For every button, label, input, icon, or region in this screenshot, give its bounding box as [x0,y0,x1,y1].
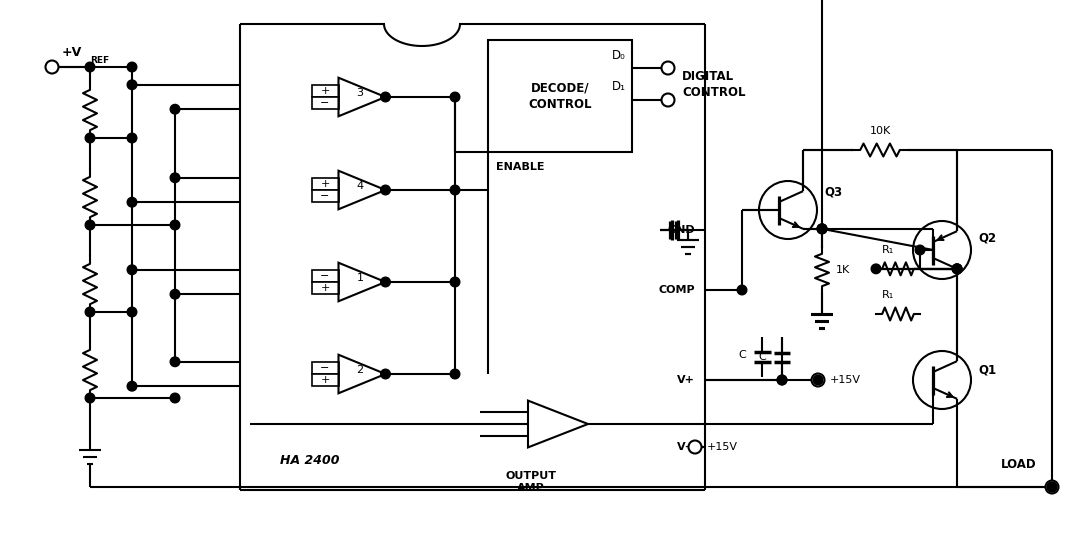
Text: D₁: D₁ [612,81,626,94]
Text: ENABLE: ENABLE [496,162,545,172]
Circle shape [85,62,95,72]
Text: −: − [320,191,330,201]
Text: 3: 3 [357,88,363,98]
Text: 2: 2 [357,365,363,375]
Bar [312,178,339,190]
Circle shape [777,375,787,385]
Circle shape [813,375,822,385]
Text: +: + [320,179,330,189]
Text: GND: GND [668,225,696,235]
Text: DIGITAL
CONTROL: DIGITAL CONTROL [682,69,745,99]
Text: REF: REF [90,56,110,65]
Circle shape [85,307,95,317]
Circle shape [85,133,95,143]
Text: COMP: COMP [658,285,696,295]
Text: 4: 4 [357,181,363,191]
Circle shape [45,61,58,74]
Text: D₀: D₀ [613,48,626,61]
Text: 1: 1 [357,273,363,283]
Circle shape [661,94,674,106]
Circle shape [952,264,962,274]
Text: +15V: +15V [830,375,861,385]
Text: −: − [320,271,330,281]
Bar [312,270,339,282]
Circle shape [871,264,880,274]
Circle shape [170,289,180,299]
Text: C: C [739,350,746,360]
Circle shape [85,393,95,403]
Circle shape [450,277,460,287]
Text: 10K: 10K [870,126,890,136]
Circle shape [127,382,137,391]
Bar [312,282,339,294]
Text: +15V: +15V [707,442,739,452]
Text: V−: V− [677,442,696,452]
Text: Q1: Q1 [978,364,997,377]
Text: +: + [320,86,330,96]
Text: Q2: Q2 [978,231,997,244]
Text: +: + [320,283,330,293]
Text: LOAD: LOAD [1001,458,1036,471]
Text: −: − [320,98,330,108]
Text: C: C [758,352,766,362]
Text: DECODE/
CONTROL: DECODE/ CONTROL [528,81,591,111]
Text: V+: V+ [677,375,696,385]
Circle shape [450,369,460,379]
Bar [312,374,339,386]
Circle shape [817,224,827,234]
Bar [312,97,339,109]
Circle shape [688,441,702,454]
Circle shape [952,264,962,274]
Text: R₁: R₁ [882,245,894,255]
Circle shape [85,220,95,230]
Circle shape [170,357,180,366]
Circle shape [812,373,825,386]
Text: Q3: Q3 [825,185,842,198]
Text: −: − [320,363,330,373]
Bar [312,85,339,97]
Circle shape [127,307,137,317]
Circle shape [170,220,180,230]
Circle shape [777,375,787,385]
Text: R₁: R₁ [882,290,894,300]
Circle shape [127,265,137,275]
Circle shape [450,92,460,102]
Circle shape [127,80,137,89]
Bar [312,362,339,374]
Circle shape [381,92,390,102]
Circle shape [170,105,180,114]
Circle shape [381,277,390,287]
Circle shape [450,185,460,195]
Bar [312,190,339,202]
Circle shape [737,285,747,295]
Bar [488,40,632,152]
Text: HA 2400: HA 2400 [281,454,340,467]
Circle shape [1046,481,1059,494]
Circle shape [817,224,827,234]
Circle shape [1047,482,1057,492]
Circle shape [381,369,390,379]
Circle shape [127,133,137,143]
Circle shape [127,62,137,72]
Text: +: + [320,375,330,385]
Circle shape [661,61,674,74]
Text: OUTPUT
AMP: OUTPUT AMP [505,471,557,493]
Text: 1K: 1K [836,265,850,275]
Text: +V: +V [62,46,83,59]
Circle shape [1047,482,1057,492]
Circle shape [952,264,962,274]
Circle shape [170,173,180,183]
Circle shape [915,245,924,255]
Circle shape [170,393,180,403]
Circle shape [817,224,827,234]
Circle shape [127,197,137,207]
Circle shape [381,185,390,195]
